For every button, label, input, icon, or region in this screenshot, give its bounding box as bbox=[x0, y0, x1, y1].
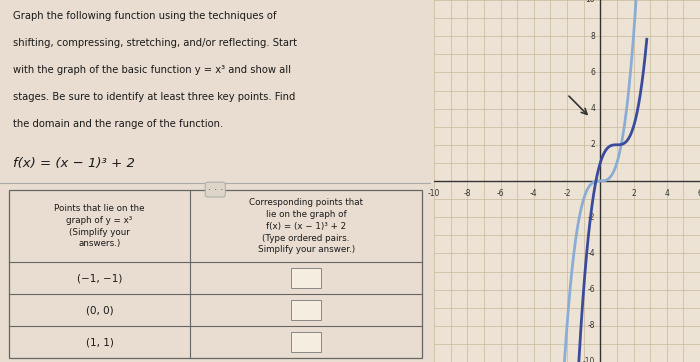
Text: with the graph of the basic function y = x³ and show all: with the graph of the basic function y =… bbox=[13, 65, 291, 75]
Text: · · ·: · · · bbox=[208, 185, 223, 195]
Bar bbox=[291, 332, 321, 352]
Bar bbox=[291, 300, 321, 320]
Text: 2: 2 bbox=[631, 189, 636, 198]
Text: -2: -2 bbox=[588, 213, 595, 222]
Bar bbox=[8, 190, 422, 358]
Text: shifting, compressing, stretching, and/or reflecting. Start: shifting, compressing, stretching, and/o… bbox=[13, 38, 297, 48]
Text: 2: 2 bbox=[591, 140, 595, 149]
Text: (0, 0): (0, 0) bbox=[85, 306, 113, 315]
Text: -6: -6 bbox=[587, 285, 595, 294]
Text: Graph the following function using the techniques of: Graph the following function using the t… bbox=[13, 11, 276, 21]
Text: 10: 10 bbox=[586, 0, 595, 4]
Text: stages. Be sure to identify at least three key points. Find: stages. Be sure to identify at least thr… bbox=[13, 92, 295, 102]
Text: 6: 6 bbox=[698, 189, 700, 198]
Text: -2: -2 bbox=[564, 189, 570, 198]
Text: -8: -8 bbox=[588, 321, 595, 330]
Text: -4: -4 bbox=[587, 249, 595, 258]
Text: -10: -10 bbox=[583, 358, 595, 362]
Text: -8: -8 bbox=[463, 189, 471, 198]
Text: 6: 6 bbox=[590, 68, 595, 77]
Text: 8: 8 bbox=[591, 32, 595, 41]
Text: 4: 4 bbox=[590, 104, 595, 113]
Text: f(x) = (x − 1)³ + 2: f(x) = (x − 1)³ + 2 bbox=[13, 157, 135, 171]
Text: Points that lie on the
graph of y = x³
(Simplify your
answers.): Points that lie on the graph of y = x³ (… bbox=[55, 204, 145, 248]
Text: 4: 4 bbox=[664, 189, 669, 198]
Bar bbox=[291, 269, 321, 289]
Text: the domain and the range of the function.: the domain and the range of the function… bbox=[13, 119, 223, 130]
Text: -4: -4 bbox=[530, 189, 538, 198]
Text: -10: -10 bbox=[428, 189, 440, 198]
Text: (−1, −1): (−1, −1) bbox=[77, 273, 122, 283]
Text: (1, 1): (1, 1) bbox=[85, 337, 113, 348]
Text: -6: -6 bbox=[497, 189, 504, 198]
Text: Corresponding points that
lie on the graph of
f(x) = (x − 1)³ + 2
(Type ordered : Corresponding points that lie on the gra… bbox=[249, 198, 363, 254]
